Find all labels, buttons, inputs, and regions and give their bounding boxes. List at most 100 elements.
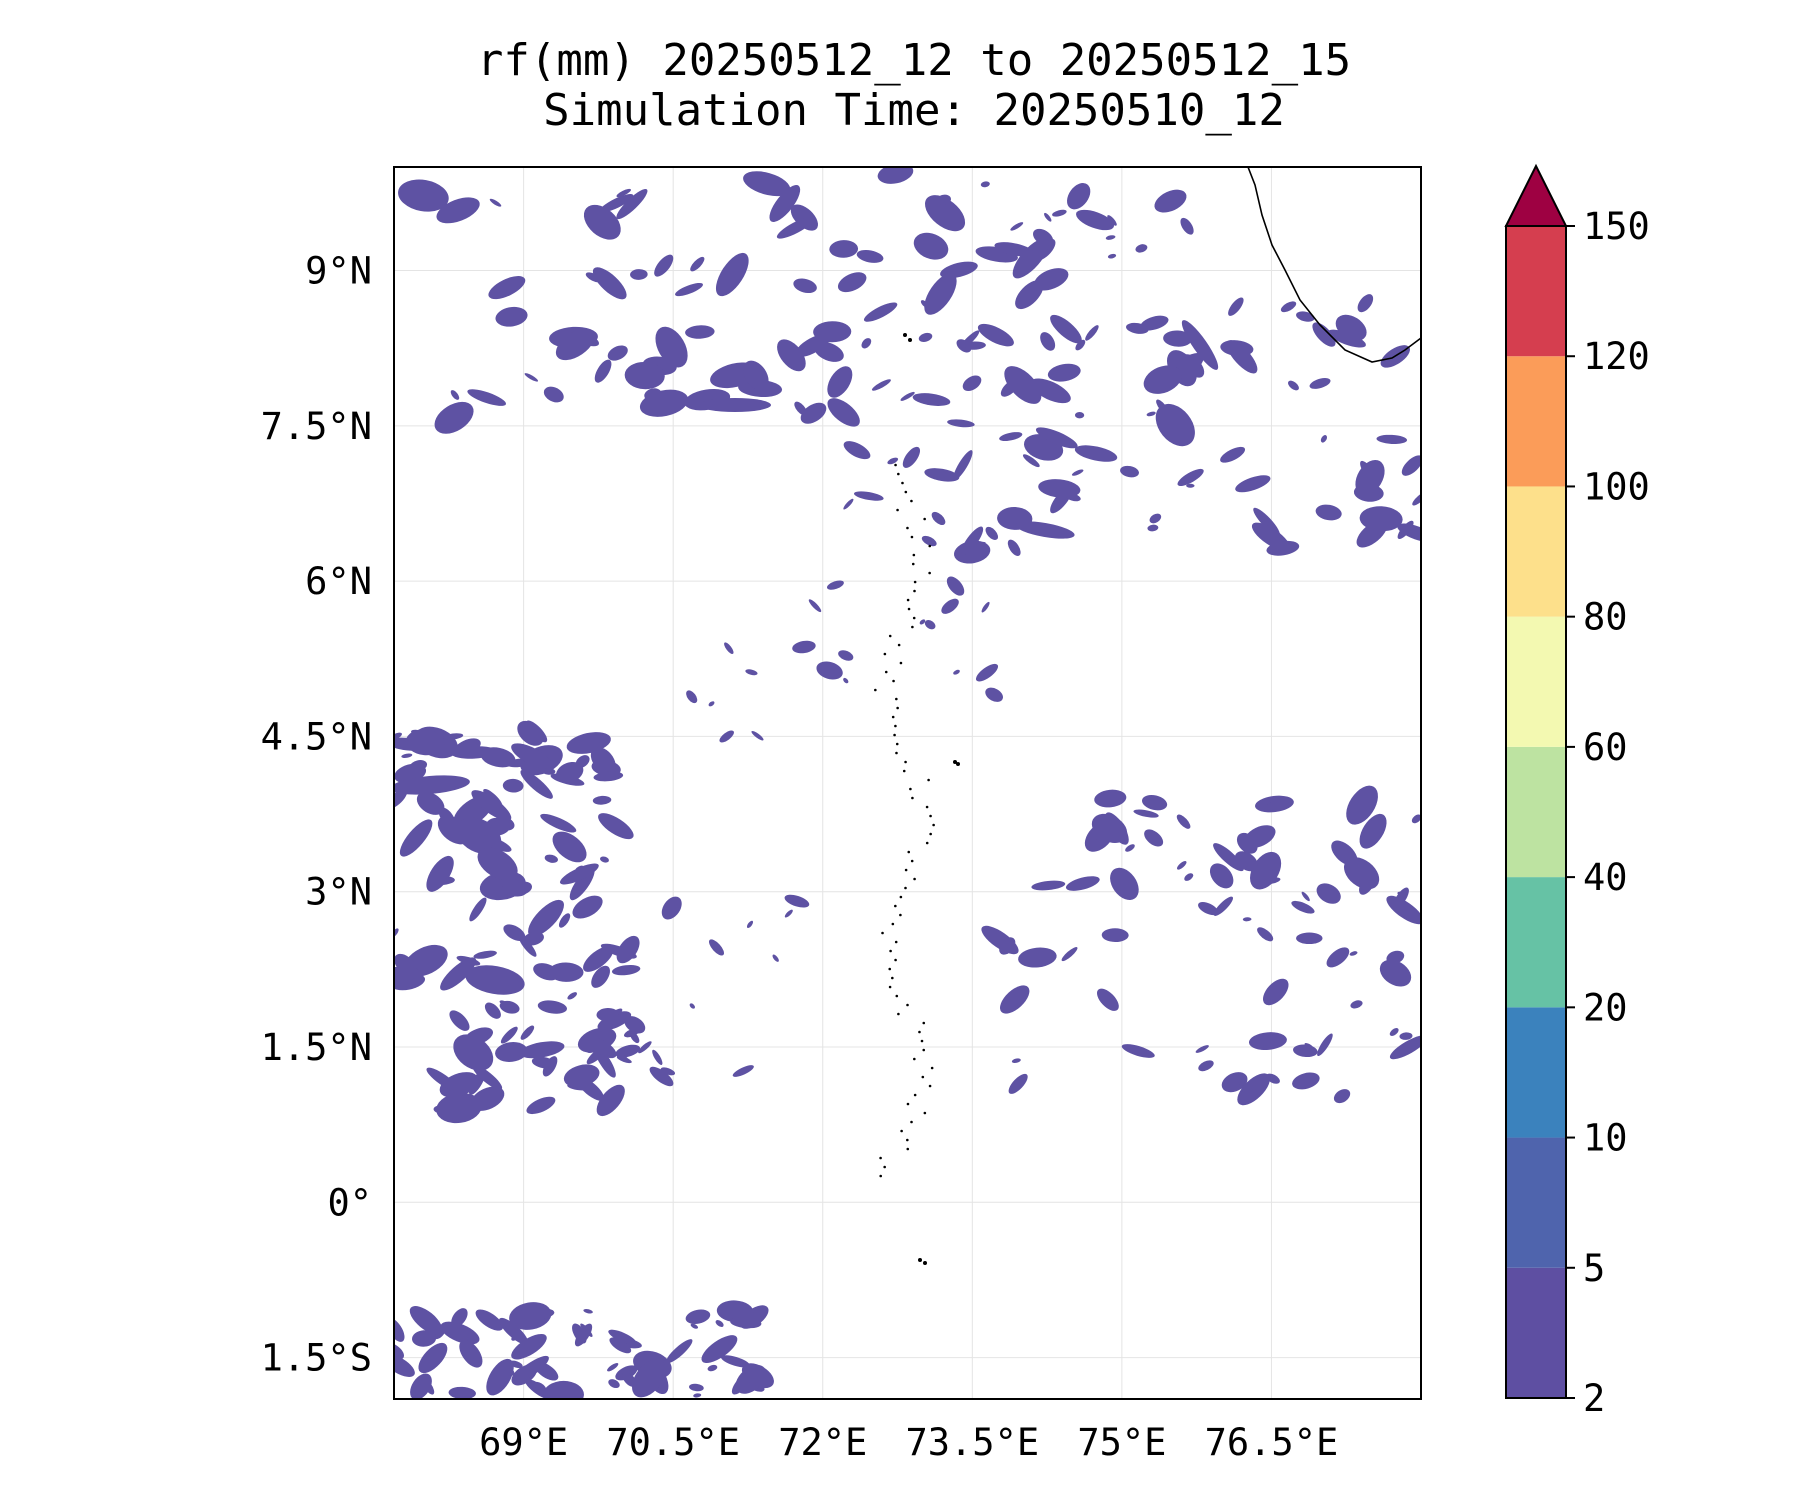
atoll-dot <box>881 931 884 935</box>
rain-cell <box>518 935 537 957</box>
rain-cell <box>1018 947 1057 968</box>
rain-cell <box>1397 891 1406 896</box>
rain-cell <box>585 272 602 283</box>
rain-cell <box>689 1003 695 1009</box>
rain-cell <box>1312 322 1336 347</box>
x-tick-label: 69°E <box>479 1421 568 1464</box>
rain-cell <box>1154 189 1187 213</box>
rain-cell <box>1147 524 1159 532</box>
rain-cell <box>827 366 853 398</box>
rain-cell <box>1292 1072 1320 1090</box>
rain-cell <box>1401 455 1421 476</box>
rain-cell <box>863 302 898 322</box>
atoll-dot <box>884 670 888 674</box>
rain-cell <box>719 730 734 743</box>
atoll-dot <box>891 715 895 719</box>
atoll-dot <box>913 589 916 593</box>
atoll-dot <box>925 805 929 809</box>
atoll-dot <box>906 1138 909 1142</box>
rain-cell <box>690 1323 699 1329</box>
rain-cell <box>660 1067 676 1076</box>
atoll-dot <box>904 760 907 764</box>
rain-cell <box>715 1320 724 1327</box>
atoll-dot <box>928 544 932 548</box>
colorbar-label: 20 <box>1583 986 1628 1029</box>
x-tick-label: 72°E <box>778 1421 867 1464</box>
rain-cell <box>592 795 612 805</box>
colorbar-segment <box>1506 356 1566 487</box>
atoll-dot <box>900 1129 903 1133</box>
rain-cell <box>829 240 859 258</box>
rainfall-contours <box>394 167 1421 1399</box>
rain-cell <box>511 1333 547 1360</box>
rain-cell <box>1251 522 1291 551</box>
y-tick-label: 0° <box>327 1181 372 1224</box>
rain-cell <box>745 669 758 676</box>
rain-cell <box>533 1381 547 1392</box>
rain-cell <box>1320 435 1328 443</box>
atoll-dot <box>896 706 899 710</box>
atoll-dot <box>895 697 898 701</box>
rain-cell <box>913 232 949 260</box>
rain-cell <box>1379 959 1412 987</box>
rain-cell <box>1149 513 1162 524</box>
rain-cell <box>394 1354 415 1377</box>
rain-cell <box>525 720 548 743</box>
rain-cell <box>912 393 951 406</box>
rain-cell <box>1155 403 1195 447</box>
rain-cell <box>488 276 526 300</box>
rain-cell <box>1144 829 1164 847</box>
rain-cell <box>1090 827 1110 842</box>
rain-cell <box>500 1026 518 1044</box>
rain-cell <box>520 1025 535 1040</box>
coastline-india <box>1247 167 1421 363</box>
rain-cell <box>743 360 769 391</box>
rain-cell <box>1209 863 1234 889</box>
rain-cell <box>480 747 516 768</box>
rain-cell <box>861 338 872 349</box>
rain-cell <box>608 1008 623 1019</box>
rain-cell <box>1133 809 1159 818</box>
atoll-dot <box>922 1021 926 1025</box>
x-tick-label: 70.5°E <box>606 1421 740 1464</box>
atoll-dot <box>891 976 894 980</box>
rain-cell <box>544 854 558 863</box>
colorbar-segment <box>1506 877 1566 1008</box>
rain-cell <box>1213 896 1234 916</box>
rain-cell <box>394 1317 405 1342</box>
rain-cell <box>1213 843 1244 872</box>
atoll-dot <box>893 733 896 737</box>
rain-cell <box>630 269 648 280</box>
rain-cell <box>440 1321 480 1345</box>
rain-cell <box>1291 900 1315 914</box>
rain-cell <box>1235 475 1271 493</box>
rain-cell <box>959 330 980 350</box>
rain-cell <box>1071 469 1084 476</box>
atoll-dot <box>888 985 892 989</box>
rain-cell <box>472 1064 503 1090</box>
rain-cell <box>543 1380 584 1399</box>
rain-cell <box>1346 785 1378 825</box>
rain-cell <box>690 256 705 272</box>
colorbar-label: 60 <box>1583 726 1628 769</box>
colorbar-label: 5 <box>1583 1247 1605 1290</box>
rain-cell <box>947 419 975 428</box>
rain-cell <box>689 1383 704 1392</box>
rain-cell <box>985 526 999 541</box>
atoll-dot <box>929 814 932 818</box>
x-axis-ticks: 69°E 70.5°E 72°E 73.5°E 75°E 76.5°E <box>479 1421 1338 1464</box>
atoll-dot <box>904 886 907 890</box>
rain-cell <box>1074 412 1085 419</box>
rain-cell <box>1248 1032 1287 1051</box>
colorbar-frame <box>1505 225 1567 1399</box>
rain-cell <box>583 204 621 240</box>
rain-cell <box>520 769 553 799</box>
rain-cell <box>985 687 1003 702</box>
rain-cell <box>410 1373 432 1399</box>
rain-cell <box>1044 212 1052 222</box>
rain-cell <box>654 254 674 277</box>
rain-cell <box>716 1300 754 1323</box>
atoll-dot <box>892 679 895 683</box>
colorbar-label: 10 <box>1583 1117 1628 1160</box>
rain-cell <box>1120 465 1139 478</box>
